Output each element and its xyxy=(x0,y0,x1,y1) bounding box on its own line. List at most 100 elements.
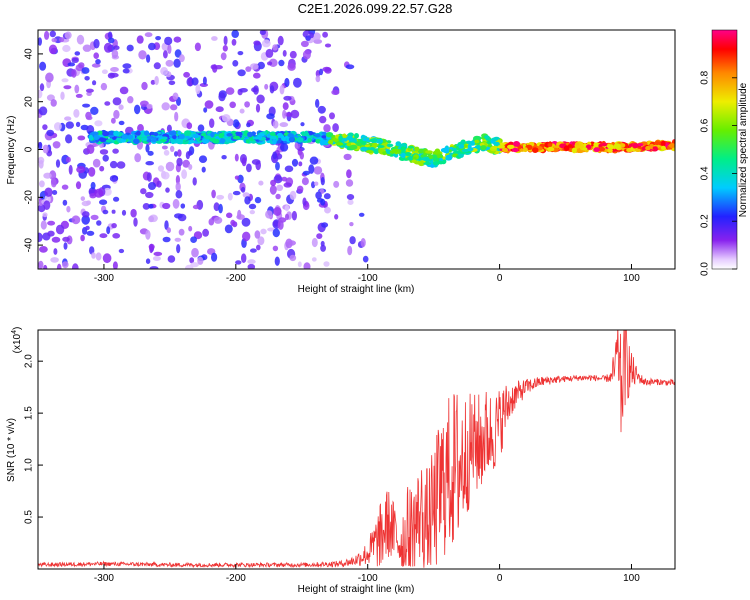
spectrogram-noise-cell xyxy=(315,98,320,108)
spectrogram-noise-cell xyxy=(279,122,289,128)
spectrogram-noise-cell xyxy=(331,89,340,96)
spectrogram-noise-cell xyxy=(113,109,120,119)
spectrogram-noise-cell xyxy=(76,34,85,45)
x-tick-label: -300 xyxy=(94,273,114,284)
spectrogram-noise-cell xyxy=(261,39,271,48)
spectrogram-noise-cell xyxy=(148,42,156,51)
spectrogram-noise-cell xyxy=(43,200,51,210)
spectrogram-noise-cell xyxy=(275,193,281,200)
spectrogram-noise-cell xyxy=(161,145,168,150)
spectrogram-signal-cell xyxy=(314,133,321,138)
spectrogram-signal-cell xyxy=(458,144,465,149)
spectrogram-noise-cell xyxy=(211,252,218,262)
spectrogram-noise-cell xyxy=(179,54,185,63)
spectrogram-noise-cell xyxy=(75,93,83,98)
spectrogram-signal-cell xyxy=(269,135,277,140)
spectrogram-noise-cell xyxy=(272,151,278,160)
spectrogram-signal-cell xyxy=(346,142,352,147)
spectrogram-noise-cell xyxy=(122,63,132,69)
spectrogram-signal-cell xyxy=(407,145,414,149)
spectrogram-signal-cell xyxy=(232,135,241,140)
spectrogram-noise-cell xyxy=(148,215,155,223)
spectrogram-noise-cell xyxy=(127,96,134,104)
spectrogram-signal-cell xyxy=(177,130,182,136)
spectrogram-noise-cell xyxy=(162,236,171,243)
spectrogram-noise-cell xyxy=(165,59,174,67)
spectrogram-noise-cell xyxy=(103,42,113,53)
spectrogram-noise-cell xyxy=(161,102,170,111)
spectrogram-noise-cell xyxy=(62,44,71,53)
spectrogram-noise-cell xyxy=(76,166,86,174)
spectrogram-noise-cell xyxy=(345,179,354,187)
spectrogram-noise-cell xyxy=(315,191,322,200)
spectrogram-noise-cell xyxy=(249,210,255,215)
spectrogram-noise-cell xyxy=(40,220,47,230)
spectrogram-signal-cell xyxy=(582,147,588,151)
spectrogram-signal-cell xyxy=(175,138,184,144)
spectrogram-noise-cell xyxy=(52,190,58,195)
spectrogram-noise-cell xyxy=(297,185,304,193)
spectrogram-noise-cell xyxy=(222,45,228,52)
spectrogram-noise-cell xyxy=(273,220,279,227)
spectrogram-signal-cell xyxy=(151,138,157,143)
spectrogram-noise-cell xyxy=(227,192,233,201)
spectrogram-noise-cell xyxy=(280,143,289,152)
spectrogram-noise-cell xyxy=(213,216,223,224)
y-tick-label: -40 xyxy=(24,237,35,252)
colorbar-tick-label: 0.0 xyxy=(700,262,711,276)
spectrogram-signal-cell xyxy=(668,143,675,149)
spectrogram-noise-cell xyxy=(55,159,61,168)
spectrogram-noise-cell xyxy=(161,171,170,180)
spectrogram-noise-cell xyxy=(90,181,96,190)
x-tick-label: 0 xyxy=(497,573,503,584)
spectrogram-noise-cell xyxy=(308,164,315,174)
spectrogram-noise-cell xyxy=(92,158,101,168)
spectrogram-noise-cell xyxy=(256,94,265,104)
spectrogram-noise-cell xyxy=(71,69,77,78)
spectrogram-noise-cell xyxy=(154,75,159,86)
spectrogram-noise-cell xyxy=(177,149,182,157)
spectrogram-noise-cell xyxy=(302,50,311,60)
spectrogram-signal-cell xyxy=(425,150,433,154)
spectrogram-noise-cell xyxy=(266,113,275,120)
spectrogram-noise-cell xyxy=(191,77,199,86)
spectrogram-noise-cell xyxy=(183,71,191,78)
spectrogram-noise-cell xyxy=(302,197,307,206)
spectrogram-signal-cell xyxy=(461,149,469,153)
spectrogram-noise-cell xyxy=(347,245,353,256)
spectrogram-noise-cell xyxy=(82,103,91,108)
spectrogram-noise-cell xyxy=(253,85,259,95)
colorbar-tick-label: 0.6 xyxy=(700,118,711,132)
spectrogram-noise-cell xyxy=(188,76,193,87)
spectrogram-noise-cell xyxy=(74,51,81,56)
spectrogram-noise-cell xyxy=(111,209,116,214)
spectrogram-noise-cell xyxy=(287,240,296,246)
spectrogram-noise-cell xyxy=(145,258,151,265)
spectrogram-noise-cell xyxy=(140,100,149,107)
spectrogram-noise-cell xyxy=(239,108,245,114)
spectrogram-signal-cell xyxy=(593,147,600,152)
spectrogram-noise-cell xyxy=(39,61,47,71)
colorbar-tick-label: 0.8 xyxy=(700,70,711,84)
spectrogram-noise-cell xyxy=(232,119,240,128)
spectrogram-noise-cell xyxy=(110,67,119,72)
spectrogram-noise-cell xyxy=(65,156,71,163)
spectrogram-noise-cell xyxy=(47,230,55,237)
y-tick-label: 0 xyxy=(24,146,35,152)
spectrogram-noise-cell xyxy=(229,101,236,109)
spectrogram-noise-cell xyxy=(224,224,233,234)
spectrogram-signal-cell xyxy=(172,134,177,140)
colorbar-label: Normalized spectral amplitude xyxy=(738,82,749,217)
spectrogram-signal-cell xyxy=(93,134,100,140)
spectrogram-noise-cell xyxy=(218,92,226,102)
spectrogram-noise-cell xyxy=(54,122,62,131)
spectrogram-noise-cell xyxy=(311,257,317,262)
spectrogram-signal-cell xyxy=(634,148,641,152)
spectrogram-noise-cell xyxy=(71,215,81,225)
x-tick-label: 0 xyxy=(497,273,503,284)
spectrogram-noise-cell xyxy=(130,208,137,218)
spectrogram-signal-cell xyxy=(377,145,385,148)
spectrogram-noise-cell xyxy=(195,84,201,95)
spectrogram-signal-cell xyxy=(437,160,444,165)
spectrogram-noise-cell xyxy=(94,188,104,198)
